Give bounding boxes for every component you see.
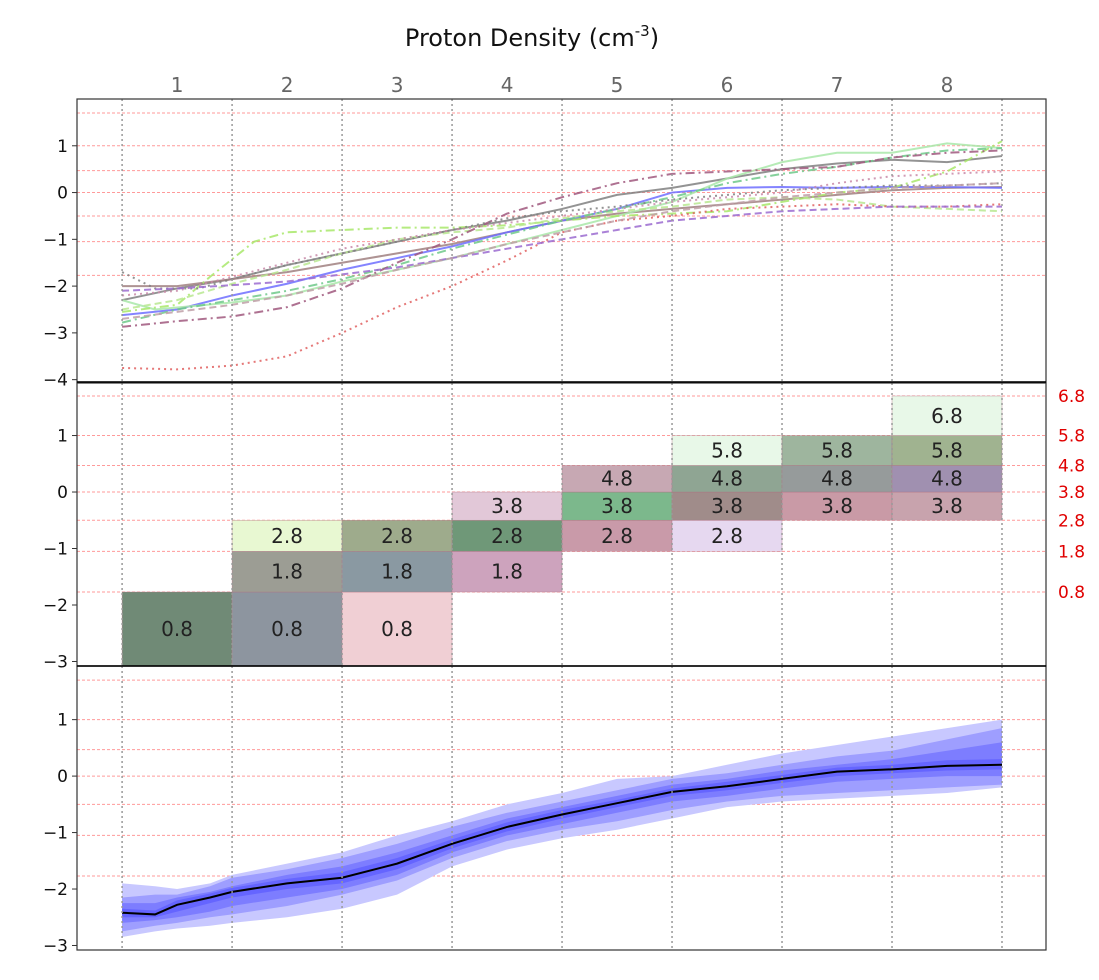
y-tick-label: 0 — [57, 767, 68, 787]
y-tick-label: −1 — [43, 540, 68, 560]
series-line-brown-solid — [122, 185, 1003, 288]
bin-cell — [231, 519, 343, 552]
chart-title: Proton Density (cm-3) — [405, 22, 659, 52]
y-tick-label: 0 — [57, 483, 68, 503]
bin-cell-label: 3.8 — [491, 494, 523, 518]
bin-cell — [121, 591, 233, 667]
bin-boundary-label: 4.8 — [1058, 456, 1085, 476]
bin-cell — [671, 519, 783, 552]
column-label: 7 — [831, 73, 844, 97]
bin-cell — [671, 435, 783, 466]
bin-cell — [561, 491, 673, 521]
bin-cell-label: 1.8 — [381, 560, 413, 584]
column-labels: 1 2 3 4 5 6 7 8 — [171, 73, 954, 97]
bin-boundary-label: 1.8 — [1058, 542, 1085, 562]
bin-cell — [781, 491, 893, 521]
bin-boundary-label: 0.8 — [1058, 583, 1085, 603]
series-line-gray-dotted — [121, 182, 1003, 290]
bin-cell-label: 3.8 — [711, 494, 743, 518]
bin-cell-label: 0.8 — [381, 617, 413, 641]
bin-cell — [671, 465, 783, 493]
column-label: 2 — [281, 73, 294, 97]
bin-cell-label: 2.8 — [491, 524, 523, 548]
panel-individual-curves: 1 0 −1 −2 −3 −4 — [43, 98, 1047, 391]
bin-cell-label: 5.8 — [711, 439, 743, 463]
bin-boundary-label: 3.8 — [1058, 483, 1085, 503]
bin-cell-label: 1.8 — [491, 560, 523, 584]
bin-cell — [231, 551, 343, 593]
series-line-gray-solid — [121, 155, 1003, 302]
bin-cell-label: 1.8 — [271, 560, 303, 584]
y-tick-label: 1 — [57, 711, 68, 731]
title-superscript: -3 — [635, 22, 650, 40]
y-tick-label: −1 — [43, 230, 68, 250]
column-label: 5 — [611, 73, 624, 97]
y-tick-label: −2 — [43, 596, 68, 616]
column-label: 6 — [721, 73, 734, 97]
y-tick-label: 1 — [57, 427, 68, 447]
bin-boundary-label: 5.8 — [1058, 427, 1085, 447]
y-tick-label: −1 — [43, 824, 68, 844]
bin-cell — [561, 519, 673, 552]
y-tick-label: −4 — [43, 371, 68, 391]
bin-cell — [231, 591, 343, 667]
bin-cell — [341, 519, 453, 552]
y-tick-label: −2 — [43, 277, 68, 297]
column-label: 3 — [391, 73, 404, 97]
bin-cell-label: 3.8 — [601, 494, 633, 518]
series-line-rosybrown-dashed — [121, 182, 1003, 320]
bin-cell-label: 4.8 — [931, 467, 963, 491]
bin-cell — [781, 465, 893, 493]
bin-cell — [451, 519, 563, 552]
bin-cell-label: 4.8 — [821, 467, 853, 491]
panels: 1 0 −1 −2 −3 −4 0.8 0.8 1.8 2.8 0.8 1.8 2.8 1.8 2.8 3.8… — [43, 98, 1085, 956]
panel-bin-counts: 0.8 0.8 1.8 2.8 0.8 1.8 2.8 1.8 2.8 3.8 2.8 3.8 4.8 2… — [43, 382, 1085, 672]
bin-cell-label: 5.8 — [821, 439, 853, 463]
y-tick-label: −3 — [43, 324, 68, 344]
bin-cell-label: 3.8 — [821, 494, 853, 518]
bin-boundary-label: 2.8 — [1058, 511, 1085, 531]
bin-cell — [891, 395, 1003, 436]
bin-cell-label: 2.8 — [601, 524, 633, 548]
series-line-red-dotted — [122, 203, 1003, 371]
bin-cell-label: 6.8 — [931, 404, 963, 428]
bin-cell-label: 0.8 — [161, 617, 193, 641]
column-label: 1 — [171, 73, 184, 97]
bin-cell-label: 3.8 — [931, 494, 963, 518]
bin-boundary-label: 6.8 — [1058, 387, 1085, 407]
title-suffix: ) — [650, 24, 659, 52]
y-tick-label: 0 — [57, 184, 68, 204]
y-tick-label: −2 — [43, 880, 68, 900]
bin-cell — [451, 551, 563, 593]
bin-cell-label: 2.8 — [271, 524, 303, 548]
bin-cell — [671, 491, 783, 521]
bin-cell — [781, 435, 893, 466]
y-tick-label: −3 — [43, 936, 68, 956]
y-tick-label: 1 — [57, 137, 68, 157]
median-line — [122, 763, 1003, 916]
panel-median-with-percentile-bands: 1 0 −1 −2 −3 — [43, 665, 1047, 956]
column-label: 8 — [941, 73, 954, 97]
title-text: Proton Density (cm — [405, 24, 635, 52]
bin-cell-label: 4.8 — [601, 467, 633, 491]
bin-cell-label: 4.8 — [711, 467, 743, 491]
bin-cell-label: 2.8 — [381, 524, 413, 548]
y-tick-label: −3 — [43, 652, 68, 672]
column-label: 4 — [501, 73, 514, 97]
series-line-limegreen-dashdot — [121, 140, 1003, 313]
bin-cell — [341, 551, 453, 593]
bin-cell-label: 5.8 — [931, 439, 963, 463]
bin-cell-label: 0.8 — [271, 617, 303, 641]
bin-cell — [451, 491, 563, 521]
bin-cell-label: 2.8 — [711, 524, 743, 548]
bin-cell — [341, 591, 453, 667]
bin-cell — [891, 435, 1003, 466]
series-line-mauve-dashdot — [121, 149, 1003, 328]
